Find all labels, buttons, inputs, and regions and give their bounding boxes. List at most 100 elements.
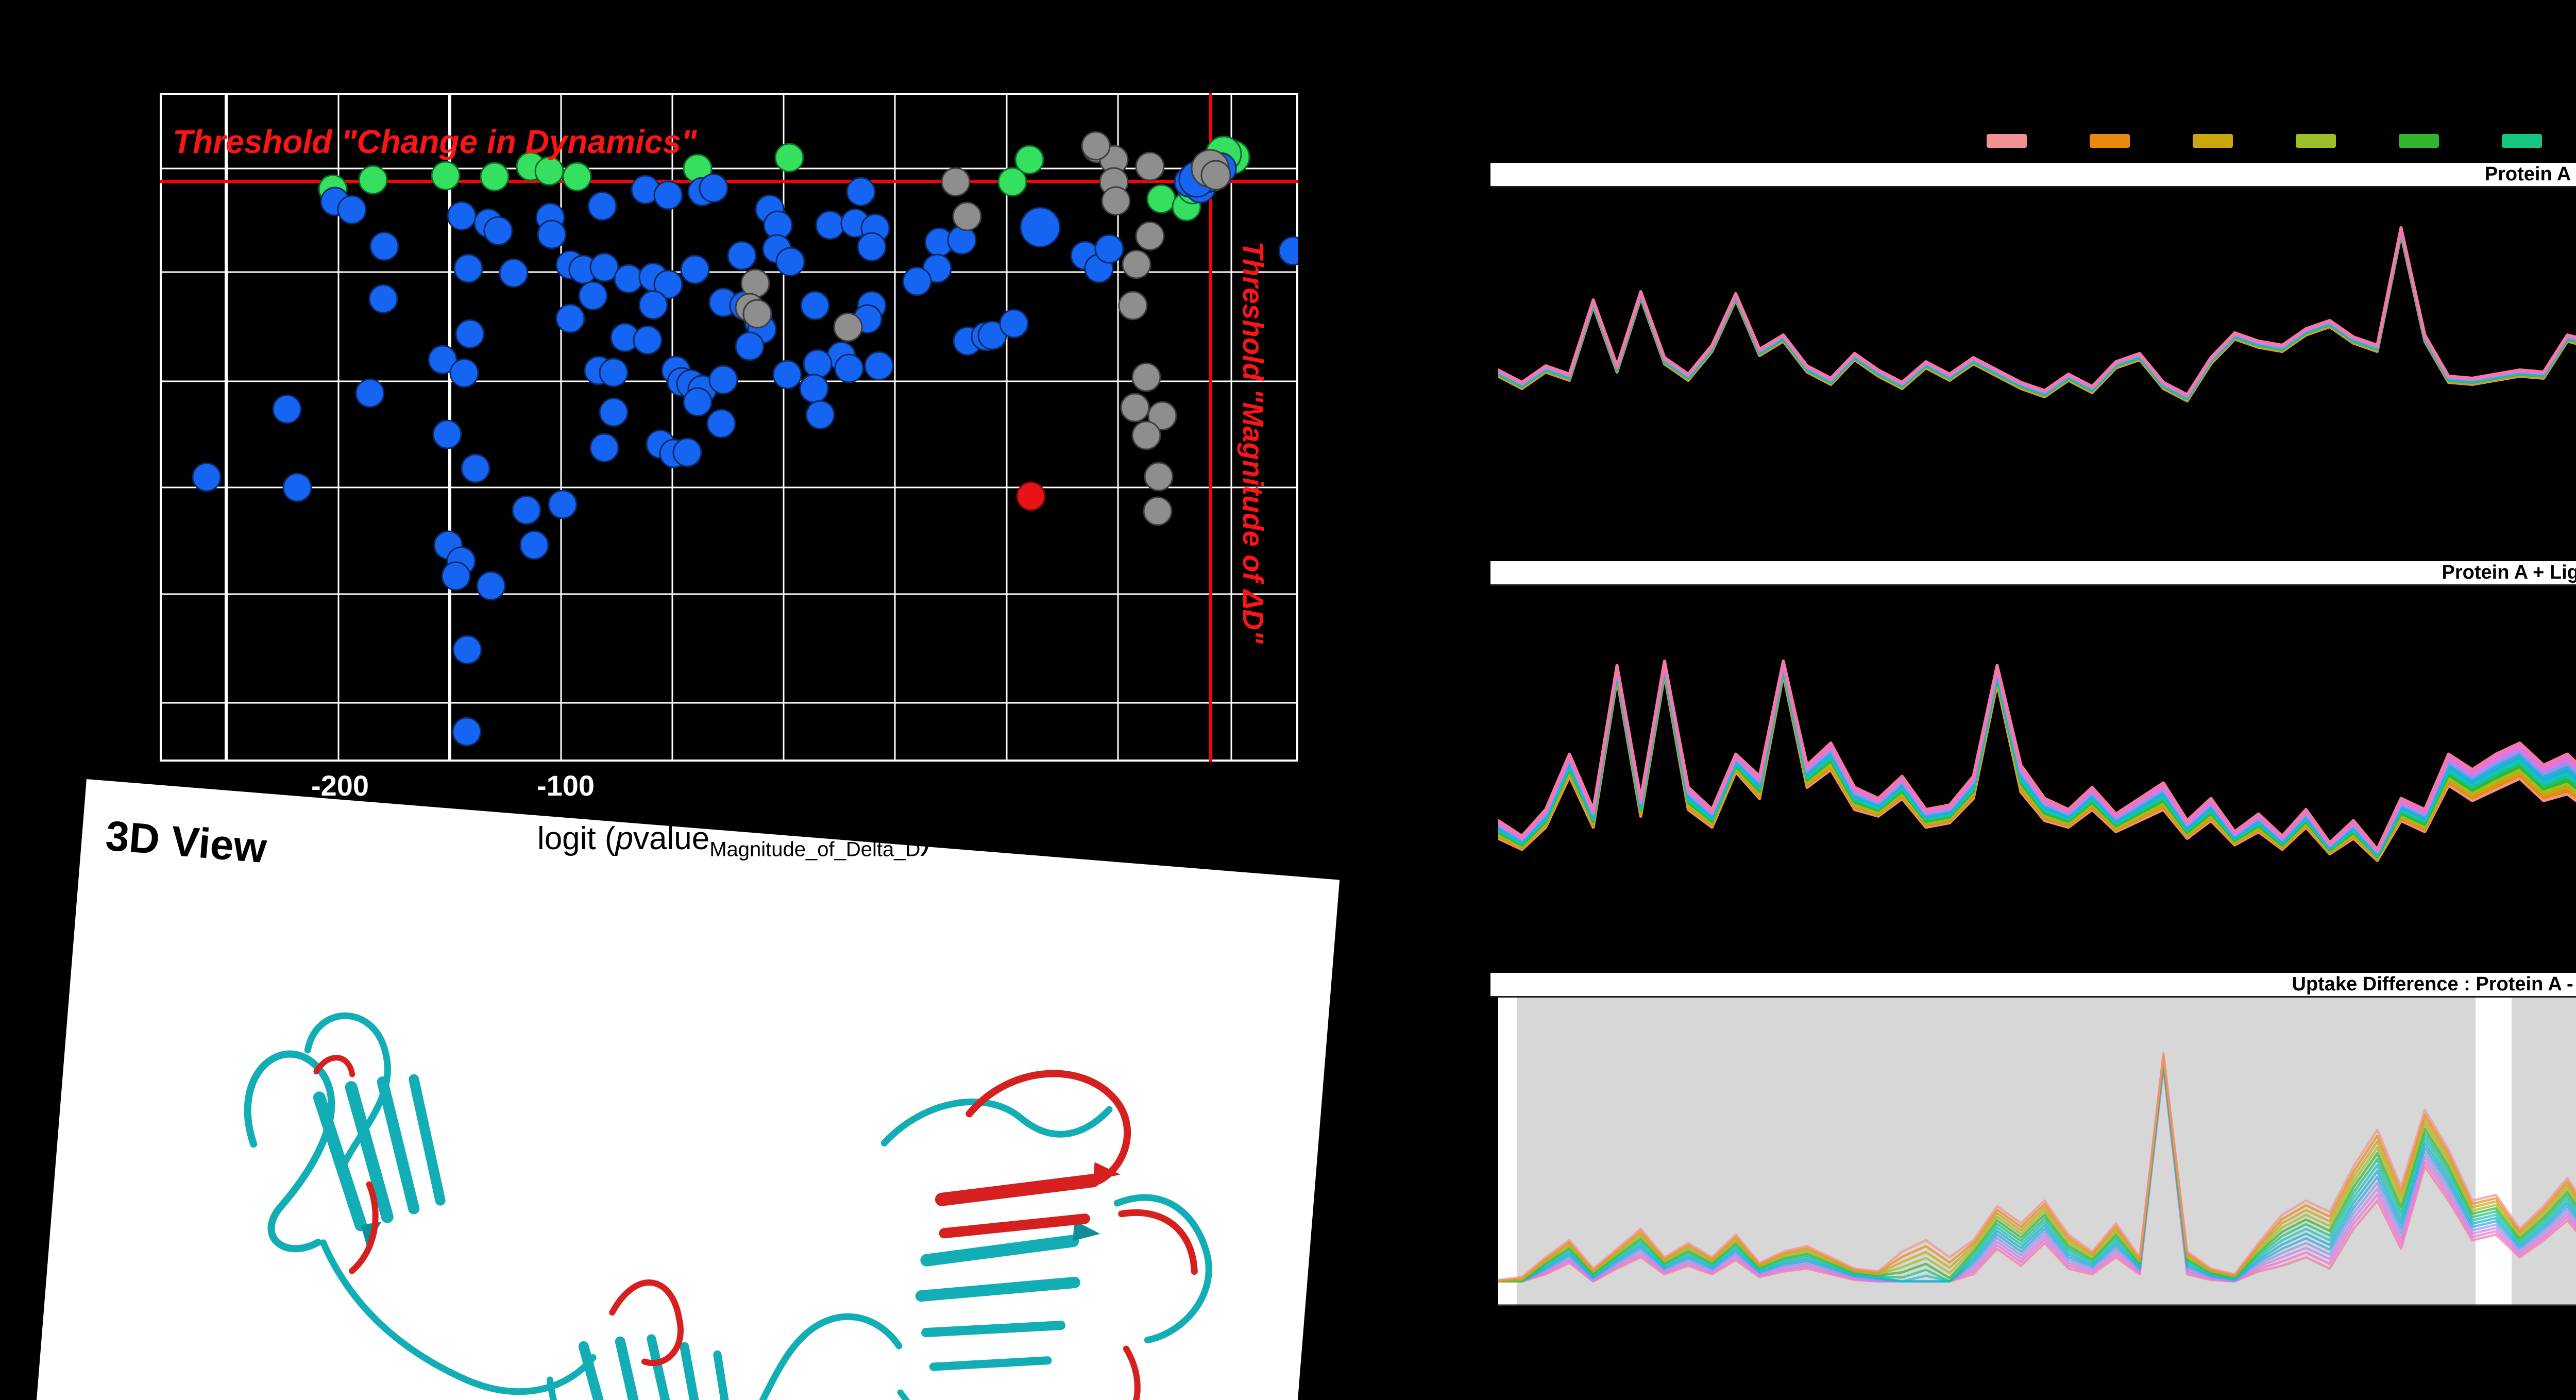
scatter-point[interactable] — [461, 453, 490, 483]
scatter-point[interactable] — [447, 201, 477, 231]
scatter-point[interactable] — [1020, 207, 1061, 248]
uptake-chart-protein-a-ligand[interactable] — [1498, 584, 2576, 972]
scatter-point[interactable] — [428, 345, 457, 375]
scatter-point[interactable] — [902, 266, 932, 296]
scatter-point[interactable] — [355, 378, 385, 408]
scatter-point[interactable] — [680, 255, 710, 284]
scatter-point[interactable] — [740, 268, 770, 298]
scatter-point[interactable] — [699, 173, 728, 203]
scatter-point[interactable] — [1278, 236, 1298, 266]
scatter-point[interactable] — [453, 254, 483, 283]
scatter-point[interactable] — [864, 351, 894, 381]
scatter-point[interactable] — [1016, 481, 1046, 511]
volcano-plot[interactable] — [160, 93, 1298, 762]
scatter-point[interactable] — [638, 290, 668, 320]
scatter-point[interactable] — [941, 167, 971, 197]
scatter-point[interactable] — [476, 571, 506, 601]
scatter-point[interactable] — [997, 167, 1027, 197]
scatter-point[interactable] — [803, 349, 833, 379]
scatter-point[interactable] — [599, 397, 629, 427]
scatter-point[interactable] — [857, 232, 887, 262]
scatter-point[interactable] — [358, 165, 388, 195]
legend-timepoint-swatch[interactable] — [2502, 134, 2542, 148]
scatter-point[interactable] — [706, 409, 736, 438]
scatter-point[interactable] — [369, 231, 399, 261]
scatter-point[interactable] — [800, 291, 830, 321]
scatter-point[interactable] — [952, 201, 982, 231]
legend-timepoint-swatch[interactable] — [1987, 134, 2027, 148]
scatter-point[interactable] — [589, 252, 619, 282]
scatter-point[interactable] — [578, 281, 608, 311]
scatter-point[interactable] — [633, 325, 663, 355]
scatter-point[interactable] — [1135, 221, 1165, 251]
scatter-point[interactable] — [452, 717, 482, 747]
legend-timepoint-swatch[interactable] — [2090, 134, 2130, 148]
scatter-point[interactable] — [735, 331, 765, 361]
scatter-point[interactable] — [999, 309, 1029, 339]
scatter-point[interactable] — [441, 561, 471, 591]
uptake-difference-chart[interactable] — [1498, 997, 2576, 1306]
scatter-point[interactable] — [614, 264, 643, 294]
scatter-point[interactable] — [1131, 420, 1161, 450]
scatter-point[interactable] — [708, 365, 738, 395]
scatter-point[interactable] — [727, 241, 757, 271]
scatter-point[interactable] — [775, 247, 805, 277]
scatter-point[interactable] — [1101, 186, 1131, 216]
scatter-point[interactable] — [1081, 131, 1111, 161]
legend-timepoint-swatch[interactable] — [2399, 134, 2439, 148]
scatter-point[interactable] — [548, 490, 578, 519]
scatter-point[interactable] — [683, 387, 713, 417]
scatter-point[interactable] — [1143, 496, 1173, 526]
scatter-point[interactable] — [774, 143, 804, 173]
scatter-point[interactable] — [512, 495, 541, 525]
scatter-point[interactable] — [519, 530, 549, 560]
scatter-point[interactable] — [1144, 462, 1174, 492]
scatter-point[interactable] — [653, 180, 683, 210]
scatter-point[interactable] — [1122, 249, 1151, 279]
legend-timepoint-swatch[interactable] — [2296, 134, 2336, 148]
scatter-point[interactable] — [537, 220, 567, 249]
scatter-point[interactable] — [480, 162, 510, 192]
legend-timepoint-swatch[interactable] — [2193, 134, 2233, 148]
scatter-point[interactable] — [1147, 401, 1177, 431]
scatter-point[interactable] — [368, 284, 398, 314]
scatter-point[interactable] — [1131, 362, 1161, 392]
scatter-point[interactable] — [742, 299, 772, 329]
scatter-point[interactable] — [449, 358, 479, 388]
scatter-point[interactable] — [672, 437, 702, 467]
scatter-point[interactable] — [499, 258, 529, 288]
scatter-point[interactable] — [1200, 160, 1231, 191]
scatter-point[interactable] — [534, 156, 564, 186]
scatter-point[interactable] — [337, 195, 367, 225]
scatter-point[interactable] — [833, 312, 863, 342]
scatter-point[interactable] — [846, 177, 876, 207]
scatter-point[interactable] — [799, 374, 829, 403]
scatter-point[interactable] — [1014, 145, 1044, 175]
scatter-point[interactable] — [815, 210, 845, 240]
scatter-point[interactable] — [455, 319, 485, 349]
scatter-point[interactable] — [1094, 234, 1124, 264]
scatter-point[interactable] — [432, 419, 462, 449]
scatter-point[interactable] — [1120, 393, 1150, 423]
scatter-point[interactable] — [1118, 291, 1148, 321]
scatter-point[interactable] — [947, 225, 977, 255]
protein-structure-3d[interactable] — [120, 868, 1297, 1400]
uptake-chart-protein-a[interactable] — [1498, 185, 2576, 562]
scatter-point[interactable] — [599, 358, 629, 387]
scatter-point[interactable] — [562, 162, 592, 192]
scatter-point[interactable] — [653, 269, 683, 299]
scatter-point[interactable] — [431, 161, 461, 191]
scatter-point[interactable] — [805, 400, 835, 430]
scatter-point[interactable] — [589, 433, 619, 463]
scatter-point[interactable] — [192, 462, 222, 492]
scatter-point[interactable] — [272, 394, 302, 424]
scatter-point[interactable] — [282, 473, 312, 502]
scatter-point[interactable] — [772, 360, 802, 390]
scatter-point[interactable] — [555, 303, 585, 333]
scatter-point[interactable] — [834, 353, 864, 383]
scatter-point[interactable] — [1135, 151, 1165, 181]
scatter-point[interactable] — [587, 191, 617, 221]
scatter-point[interactable] — [483, 216, 513, 246]
scatter-point[interactable] — [1146, 184, 1176, 214]
scatter-point[interactable] — [452, 635, 482, 665]
